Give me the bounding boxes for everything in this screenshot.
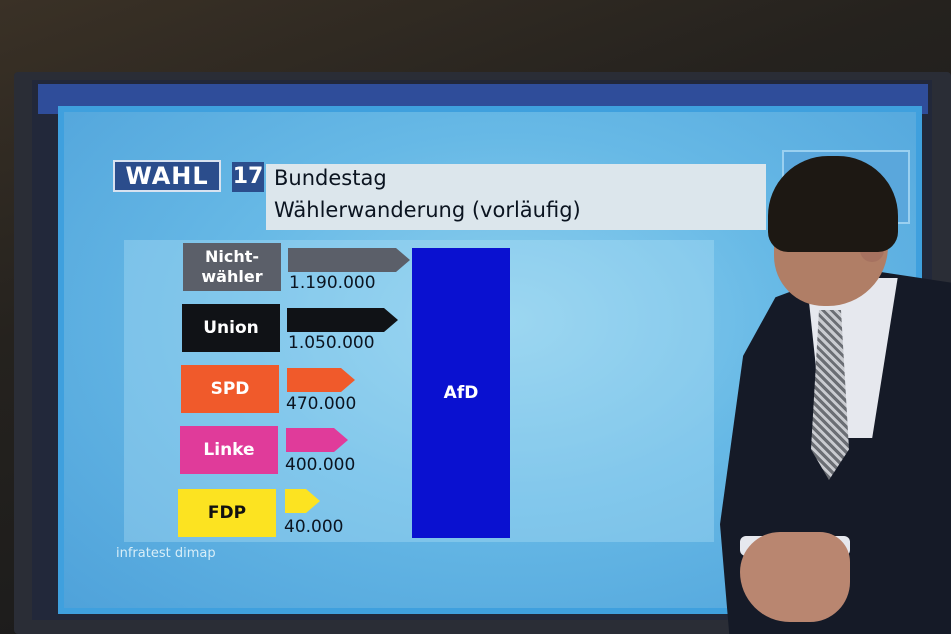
afd-target-bar: AfD <box>412 248 510 538</box>
party-label-linke: Linke <box>180 426 278 474</box>
party-label-union: Union <box>182 304 280 352</box>
wahl-logo: WAHL <box>113 160 221 192</box>
source-label: infratest dimap <box>116 546 216 561</box>
screen-top-band <box>38 84 928 114</box>
flow-arrow-nichtwaehler <box>288 248 410 272</box>
graphic-title: Bundestag <box>274 166 387 190</box>
party-label-nichtwaehler: Nicht-wähler <box>183 243 281 291</box>
presenter-hands <box>740 532 850 622</box>
party-label-spd: SPD <box>181 365 279 413</box>
flow-arrow-union <box>287 308 398 332</box>
graphic-subtitle: Wählerwanderung (vorläufig) <box>274 198 581 222</box>
flow-value-nichtwaehler: 1.190.000 <box>289 273 376 293</box>
flow-value-linke: 400.000 <box>285 455 356 475</box>
flow-value-spd: 470.000 <box>286 394 357 414</box>
party-label-fdp: FDP <box>178 489 276 537</box>
presenter-hair <box>768 156 898 252</box>
flow-arrow-spd <box>287 368 355 392</box>
flow-value-fdp: 40.000 <box>284 517 344 537</box>
flow-value-union: 1.050.000 <box>288 333 375 353</box>
wahl-logo-number: 17 <box>232 162 264 192</box>
flow-arrow-linke <box>286 428 348 452</box>
title-box <box>266 164 766 230</box>
